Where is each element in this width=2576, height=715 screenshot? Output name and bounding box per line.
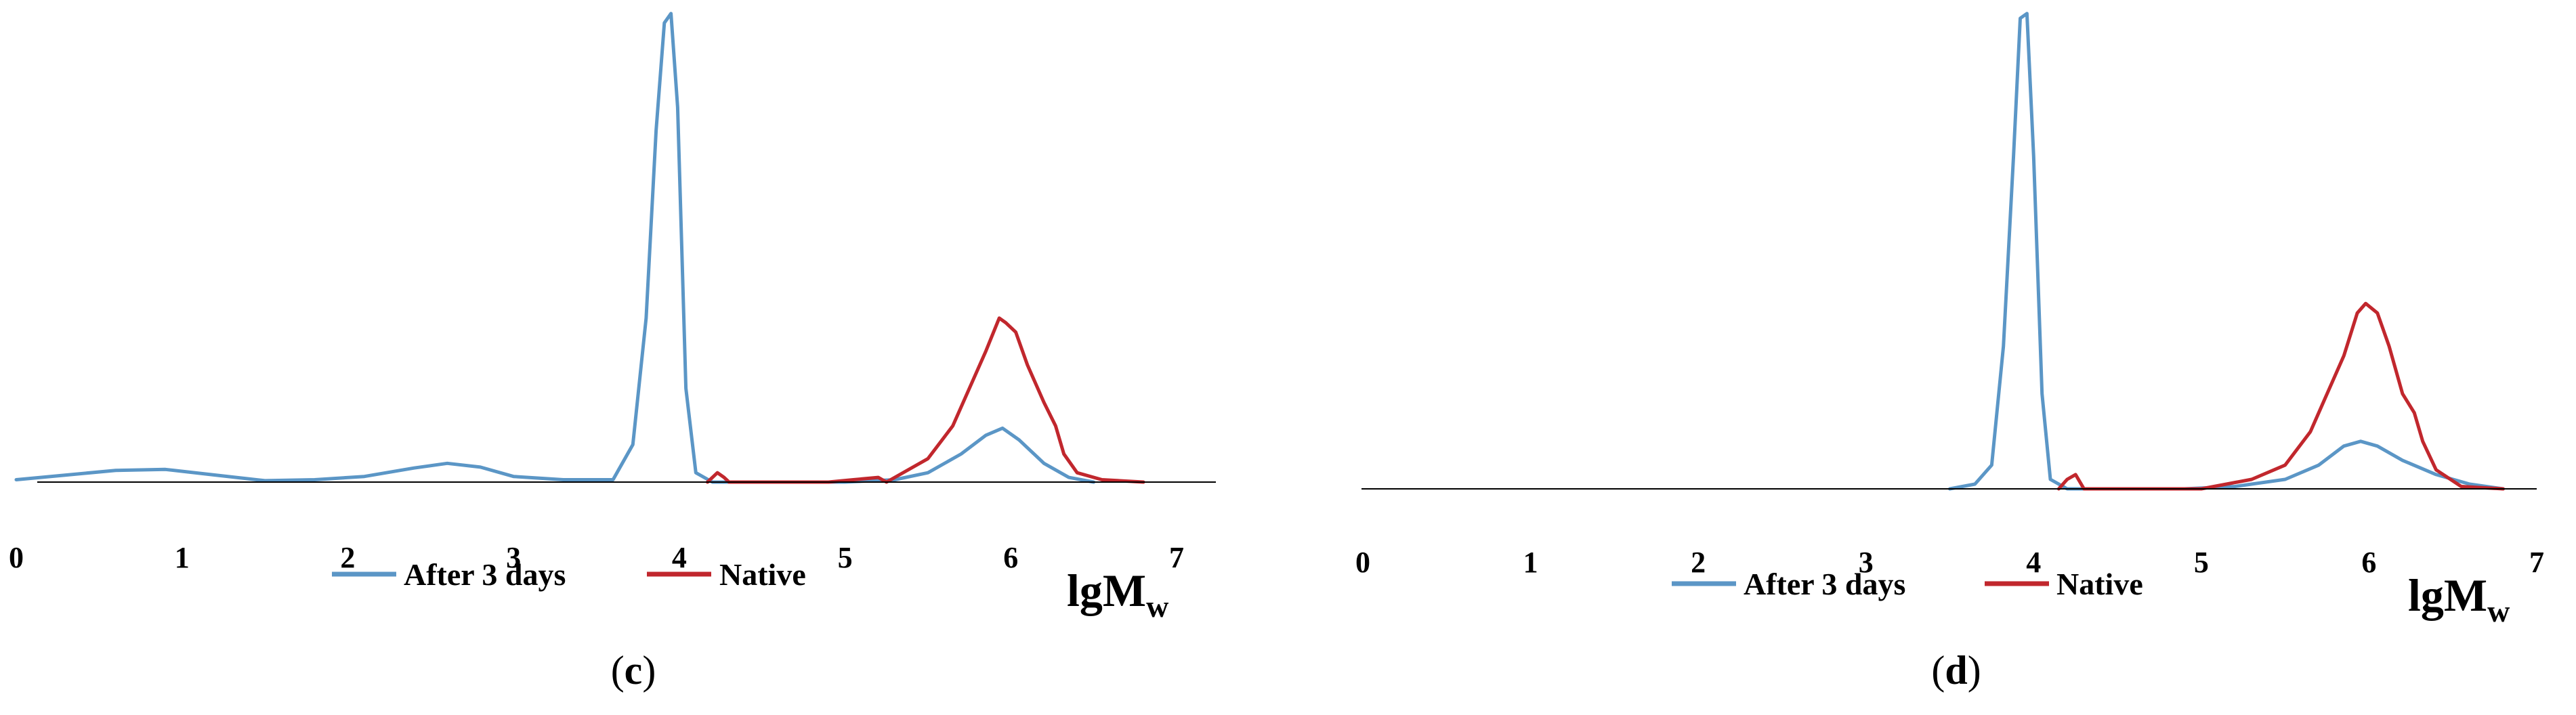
x-tick-label-2-c: 2: [340, 541, 355, 574]
series-line-native-c: [706, 316, 1145, 484]
x-axis-title-main-c: lgM: [1067, 565, 1146, 616]
panel-label-close-c: ): [642, 648, 656, 693]
x-axis-title-c: lgMw: [1067, 565, 1168, 624]
legend-label-native-c: Native: [719, 557, 806, 592]
x-tick-label-6-d: 6: [2361, 546, 2376, 579]
x-axis-title-sub-c: w: [1146, 589, 1168, 624]
x-tick-labels-d: 0 1 2 3 4 5 6 7: [1355, 546, 2544, 579]
legend-c: After 3 days Native: [332, 557, 806, 592]
x-tick-labels-c: 0 1 2 3 4 5 6 7: [9, 541, 1184, 574]
x-tick-label-2-d: 2: [1691, 546, 1706, 579]
panel-label-open-c: (: [611, 648, 625, 693]
x-tick-label-5-c: 5: [838, 541, 853, 574]
x-tick-label-0-c: 0: [9, 541, 24, 574]
plot-area-d: [1948, 12, 2505, 491]
series-line-after-3-days-c: [14, 12, 1096, 484]
x-tick-label-6-c: 6: [1003, 541, 1018, 574]
panel-label-letter-c: c: [625, 648, 643, 693]
chart-panel-c: 0 1 2 3 4 5 6 7 After 3 days Native lgMw (c): [9, 12, 1216, 693]
x-axis-title-main-d: lgM: [2408, 569, 2487, 621]
plot-area-c: [14, 12, 1145, 484]
x-tick-label-3-c: 3: [506, 541, 521, 574]
panel-label-c: (c): [611, 648, 656, 693]
series-line-after-3-days-d: [1948, 12, 2505, 491]
legend-label-native-d: Native: [2056, 567, 2143, 601]
x-tick-label-4-c: 4: [672, 541, 687, 574]
x-axis-title-sub-d: w: [2487, 594, 2510, 628]
x-tick-label-3-d: 3: [1859, 546, 1874, 579]
x-tick-label-1-d: 1: [1523, 546, 1538, 579]
x-tick-label-1-c: 1: [175, 541, 190, 574]
panel-label-d: (d): [1931, 648, 1981, 693]
legend-label-after-d: After 3 days: [1744, 567, 1905, 601]
legend-d: After 3 days Native: [1672, 567, 2143, 601]
x-axis-title-d: lgMw: [2408, 569, 2510, 628]
x-tick-label-0-d: 0: [1355, 546, 1370, 579]
x-tick-label-7-d: 7: [2529, 546, 2544, 579]
x-tick-label-7-c: 7: [1169, 541, 1184, 574]
chart-panel-d: 0 1 2 3 4 5 6 7 After 3 days Native lgMw (d): [1355, 12, 2544, 693]
panel-label-open-d: (: [1931, 648, 1945, 693]
legend-label-after-c: After 3 days: [404, 557, 566, 592]
x-tick-label-4-d: 4: [2026, 546, 2041, 579]
x-tick-label-5-d: 5: [2194, 546, 2209, 579]
series-line-native-d: [2056, 301, 2505, 491]
panel-label-close-d: ): [1968, 648, 1981, 693]
panel-label-letter-d: d: [1945, 648, 1967, 693]
